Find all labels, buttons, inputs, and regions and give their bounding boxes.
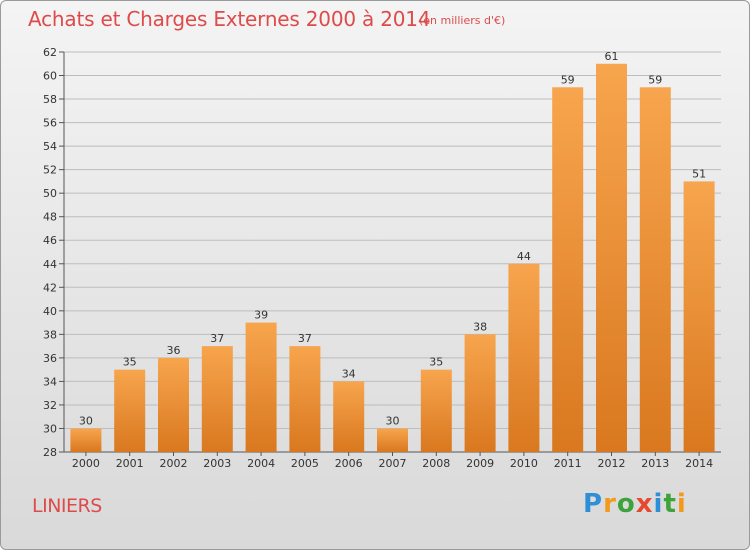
bar-2005	[289, 346, 321, 452]
y-tick-label-15: 58	[43, 93, 57, 106]
value-label-2003: 37	[210, 332, 224, 345]
x-tick-label-2005: 2005	[291, 457, 319, 470]
y-tick-label-6: 40	[43, 305, 57, 318]
value-label-2011: 59	[561, 73, 575, 86]
bar-2012	[596, 63, 627, 452]
logo-letter-2: o	[616, 489, 636, 519]
x-tick-labels: 2000 2001 2002 2003 2004 2005 2006 2007 2008 2009…	[72, 452, 713, 470]
x-tick-label-2013: 2013	[641, 457, 669, 470]
bar-2009	[464, 334, 496, 452]
y-tick-label-16: 60	[43, 70, 57, 83]
y-tick-label-13: 54	[43, 140, 57, 153]
bar-2004	[245, 322, 277, 452]
x-tick-label-2014: 2014	[685, 457, 713, 470]
bar-2003	[201, 346, 233, 452]
y-tick-label-10: 48	[43, 211, 57, 224]
proxiti-logo[interactable]: Proxiti	[583, 489, 687, 519]
value-label-2007: 30	[386, 414, 400, 427]
value-label-2014: 51	[692, 167, 706, 180]
bar-2010	[508, 263, 540, 452]
y-tick-label-5: 38	[43, 328, 57, 341]
value-label-2002: 36	[167, 344, 181, 357]
chart-subtitle: (en milliers d'€)	[419, 14, 506, 27]
x-tick-label-2001: 2001	[116, 457, 144, 470]
value-label-2000: 30	[79, 414, 93, 427]
y-tick-label-4: 36	[43, 352, 57, 365]
value-label-2010: 44	[517, 250, 531, 263]
value-label-2012: 61	[605, 50, 619, 63]
bar-2011	[552, 87, 584, 452]
logo-letter-5: t	[663, 489, 677, 519]
value-labels: 30 35 36 37 39 37 34 30 35 38 44 59 61 59 51	[79, 50, 706, 428]
x-tick-label-2003: 2003	[203, 457, 231, 470]
value-label-2001: 35	[123, 356, 137, 369]
logo-letter-0: P	[583, 489, 604, 519]
bar-2008	[420, 369, 452, 452]
y-tick-label-8: 44	[43, 258, 57, 271]
bar-2014	[683, 181, 715, 453]
logo-letter-6: i	[676, 489, 687, 519]
bars	[70, 63, 715, 453]
y-tick-labels: 28 30 32 34 36 38 40 42 44 46 48 50 52 54 56 58 60 62	[43, 46, 57, 459]
logo-letter-1: r	[603, 489, 617, 519]
y-tick-label-0: 28	[43, 446, 57, 459]
bar-2013	[639, 87, 671, 452]
logo-letter-3: x	[635, 489, 654, 519]
y-tick-label-11: 50	[43, 187, 57, 200]
x-tick-label-2008: 2008	[422, 457, 450, 470]
x-tick-label-2010: 2010	[510, 457, 538, 470]
logo-letter-4: i	[653, 489, 664, 519]
bar-2001	[114, 369, 146, 452]
x-tick-label-2007: 2007	[379, 457, 407, 470]
y-tick-label-12: 52	[43, 164, 57, 177]
value-label-2005: 37	[298, 332, 312, 345]
y-tick-label-2: 32	[43, 399, 57, 412]
x-tick-label-2011: 2011	[554, 457, 582, 470]
y-tick-label-14: 56	[43, 117, 57, 130]
value-label-2006: 34	[342, 367, 356, 380]
value-label-2004: 39	[254, 309, 268, 322]
y-tick-label-7: 42	[43, 281, 57, 294]
y-tick-label-1: 30	[43, 422, 57, 435]
x-tick-label-2009: 2009	[466, 457, 494, 470]
bar-2007	[377, 428, 408, 452]
y-tick-label-3: 34	[43, 375, 57, 388]
value-label-2013: 59	[648, 73, 662, 86]
y-tick-label-9: 46	[43, 234, 57, 247]
bar-2000	[70, 428, 102, 452]
chart-title: Achats et Charges Externes 2000 à 2014	[28, 7, 431, 31]
x-tick-label-2000: 2000	[72, 457, 100, 470]
x-tick-label-2002: 2002	[160, 457, 188, 470]
value-label-2008: 35	[429, 356, 443, 369]
bar-2002	[158, 357, 189, 452]
value-label-2009: 38	[473, 320, 487, 333]
y-tick-label-17: 62	[43, 46, 57, 59]
commune-name: LINIERS	[32, 495, 102, 517]
x-tick-label-2004: 2004	[247, 457, 275, 470]
x-tick-label-2012: 2012	[598, 457, 626, 470]
bar-2006	[333, 381, 365, 452]
x-tick-label-2006: 2006	[335, 457, 363, 470]
